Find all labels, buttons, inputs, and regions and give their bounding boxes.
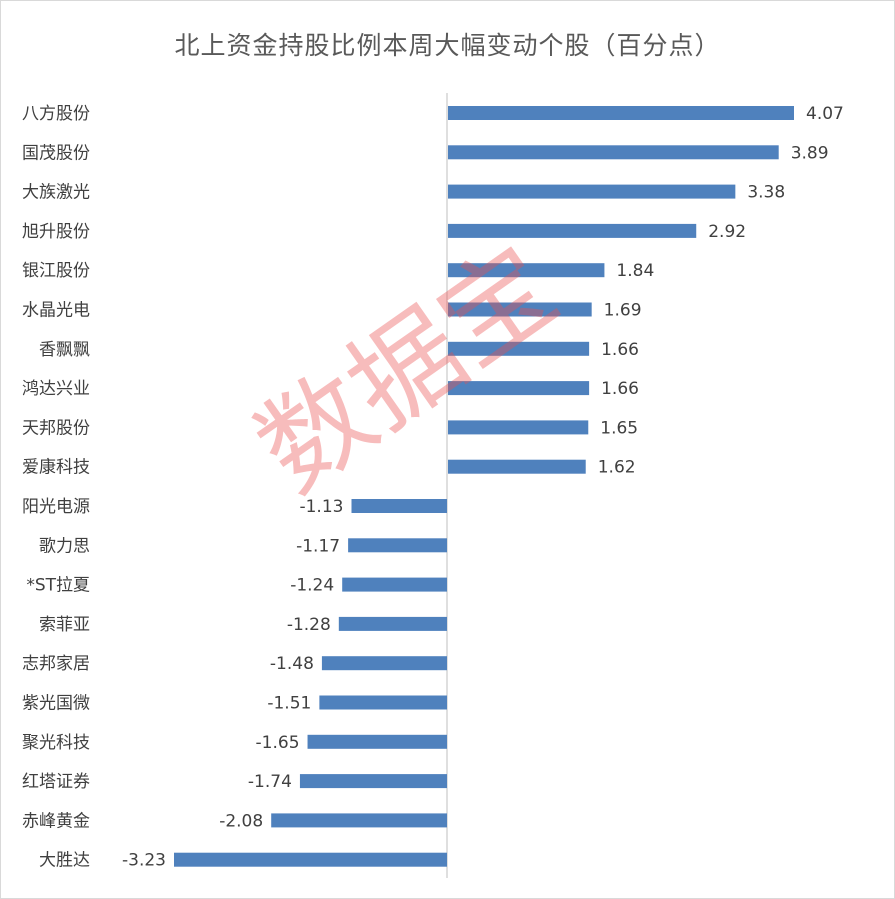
value-label: -1.24 bbox=[290, 576, 334, 596]
bar bbox=[319, 695, 447, 710]
bar bbox=[448, 223, 697, 238]
value-label: 1.66 bbox=[601, 379, 639, 399]
category-label: 八方股份 bbox=[22, 104, 90, 124]
category-label: 银江股份 bbox=[22, 261, 90, 281]
value-label: 1.65 bbox=[600, 418, 638, 438]
category-label: 紫光国微 bbox=[22, 694, 90, 714]
value-label: -2.08 bbox=[219, 811, 263, 831]
value-label: -1.17 bbox=[296, 536, 340, 556]
bar bbox=[174, 852, 447, 867]
category-label: 志邦家居 bbox=[22, 654, 90, 674]
bar bbox=[448, 302, 592, 317]
value-label: 1.66 bbox=[601, 340, 639, 360]
value-label: -3.23 bbox=[122, 851, 166, 871]
category-label: *ST拉夏 bbox=[26, 576, 90, 596]
bar bbox=[338, 616, 447, 631]
bar bbox=[448, 263, 605, 278]
category-label: 红塔证券 bbox=[22, 772, 90, 792]
category-label: 大族激光 bbox=[22, 183, 90, 203]
value-label: -1.28 bbox=[287, 615, 331, 635]
bar bbox=[348, 538, 447, 553]
value-label: -1.48 bbox=[270, 654, 314, 674]
category-label: 歌力思 bbox=[39, 536, 90, 556]
category-label: 阳光电源 bbox=[22, 497, 90, 517]
bar bbox=[448, 420, 589, 435]
bar bbox=[271, 813, 447, 828]
bar bbox=[448, 106, 794, 120]
value-label: -1.51 bbox=[267, 694, 311, 714]
category-label: 赤峰黄金 bbox=[22, 811, 90, 831]
chart-title: 北上资金持股比例本周大幅变动个股（百分点） bbox=[174, 31, 721, 60]
value-label: 1.84 bbox=[616, 261, 654, 281]
value-label: 4.07 bbox=[806, 104, 844, 124]
bar bbox=[307, 734, 447, 749]
category-label: 国茂股份 bbox=[22, 143, 90, 163]
bar bbox=[448, 341, 590, 356]
bar bbox=[448, 145, 779, 160]
category-label: 水晶光电 bbox=[22, 301, 90, 321]
bar bbox=[448, 459, 586, 474]
bar bbox=[299, 774, 447, 789]
value-label: 1.62 bbox=[598, 458, 636, 478]
value-label: -1.13 bbox=[299, 497, 343, 517]
value-label: 3.89 bbox=[791, 143, 829, 163]
value-label: -1.65 bbox=[256, 733, 300, 753]
category-label: 爱康科技 bbox=[22, 458, 90, 478]
value-label: -1.74 bbox=[248, 772, 292, 792]
bar bbox=[448, 184, 736, 199]
category-label: 天邦股份 bbox=[22, 418, 90, 438]
category-label: 鸿达兴业 bbox=[22, 379, 90, 399]
category-label: 聚光科技 bbox=[22, 733, 90, 753]
category-label: 索菲亚 bbox=[39, 615, 90, 635]
category-label: 香飘飘 bbox=[39, 340, 90, 360]
value-label: 3.38 bbox=[747, 183, 785, 203]
category-label: 旭升股份 bbox=[22, 222, 90, 242]
bar bbox=[351, 499, 447, 513]
category-label: 大胜达 bbox=[39, 851, 90, 871]
bar bbox=[448, 381, 590, 396]
value-label: 2.92 bbox=[708, 222, 746, 242]
bar bbox=[342, 577, 447, 592]
value-label: 1.69 bbox=[604, 301, 642, 321]
bar bbox=[321, 656, 447, 671]
